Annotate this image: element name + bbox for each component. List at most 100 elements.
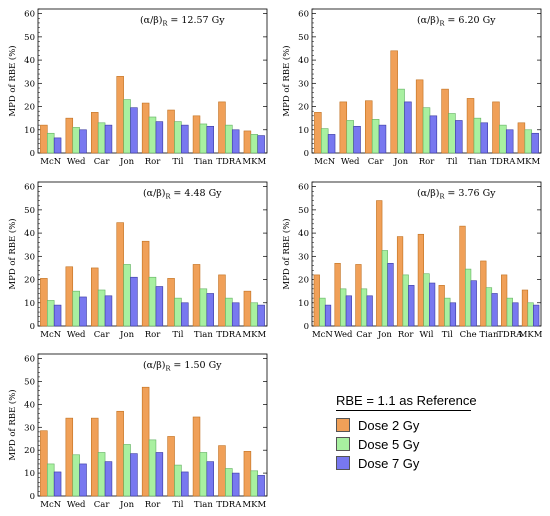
y-tick-label: 30 [298, 252, 309, 262]
x-tick-label: Ror [398, 330, 415, 340]
bar-wed-dose-5-gy [340, 288, 347, 327]
bar-tian-dose-2-gy [192, 416, 201, 497]
bar-tdra-dose-7-gy [231, 129, 240, 154]
bar-tian-dose-5-gy [473, 117, 482, 154]
bar-mcn-dose-5-gy [319, 297, 326, 327]
bar-ror-dose-5-gy [148, 276, 157, 327]
legend-item-dose-2: Dose 2 Gy [336, 417, 419, 433]
bar-til-dose-2-gy [167, 109, 175, 154]
chart-panel-3: 0 10 20 30 40 50 60 MPD of RBE (%) (α/β)R = 4.48… [7, 181, 268, 340]
bar-tdra-dose-2-gy [501, 274, 508, 327]
x-tick-label: Wed [67, 330, 86, 340]
bar-mkm-dose-5-gy [250, 302, 259, 327]
bar-car-dose-7-gy [104, 295, 113, 327]
y-tick-label: 20 [24, 446, 35, 456]
y-tick-label: 40 [298, 56, 309, 66]
bar-mkm-dose-5-gy [250, 470, 259, 497]
x-tick-label: TDRA [216, 500, 242, 510]
bar-tdra-dose-2-gy [492, 101, 500, 154]
bar-jon-dose-2-gy [116, 410, 124, 497]
bar-til-dose-5-gy [174, 121, 182, 154]
y-tick-label: 60 [24, 10, 35, 20]
bar-tian-dose-5-gy [485, 287, 493, 327]
bar-tian-dose-7-gy [206, 461, 214, 497]
bar-car-dose-7-gy [104, 124, 113, 154]
bar-jon-dose-5-gy [381, 250, 388, 327]
y-tick-label: 0 [30, 149, 35, 159]
y-tick-label: 10 [298, 126, 309, 136]
x-tick-label: TDRA [490, 157, 516, 167]
bar-wed-dose-7-gy [79, 463, 87, 497]
bar-jon-dose-2-gy [390, 50, 398, 154]
y-tick-label: 50 [24, 377, 35, 387]
bar-jon-dose-2-gy [116, 222, 124, 327]
y-axis-label: MPD of RBE (%) [281, 218, 292, 289]
bar-wed-dose-5-gy [72, 127, 80, 154]
chart-panel-2: 0 10 20 30 40 50 60 MPD of RBE (%) (α/β)R = 6.20… [281, 8, 542, 167]
bar-wed-dose-7-gy [345, 295, 352, 327]
bar-wed-dose-2-gy [339, 101, 348, 154]
bar-tdra-dose-7-gy [231, 302, 240, 327]
bar-tdra-dose-5-gy [225, 468, 233, 497]
bar-mkm-dose-5-gy [527, 302, 534, 327]
bar-jon-dose-5-gy [123, 99, 131, 154]
y-tick-label: 60 [298, 183, 309, 193]
x-tick-label: Car [368, 157, 385, 167]
bar-che-dose-7-gy [470, 280, 477, 327]
legend-title: RBE = 1.1 as Reference [336, 393, 477, 408]
bar-mkm-dose-5-gy [524, 129, 533, 154]
y-tick-label: 60 [24, 183, 35, 193]
bar-car-dose-7-gy [366, 295, 373, 327]
x-tick-label: Wed [334, 330, 353, 340]
bar-ror-dose-2-gy [415, 79, 424, 154]
x-tick-label: Wed [341, 157, 360, 167]
bar-mcn-dose-2-gy [40, 430, 48, 497]
bar-wed-dose-2-gy [65, 266, 74, 327]
x-tick-label: Car [356, 330, 373, 340]
x-tick-label: Jon [377, 330, 393, 340]
bar-jon-dose-7-gy [130, 453, 138, 497]
bar-mcn-dose-7-gy [324, 304, 332, 327]
bar-ror-dose-7-gy [155, 121, 164, 154]
legend-swatch-dose-7 [336, 456, 350, 470]
x-tick-label: Jon [119, 330, 135, 340]
chart-panel-5: 0 10 20 30 40 50 60 MPD of RBE (%) (α/β)R = 1.50… [7, 353, 268, 510]
legend-item-dose-5: Dose 5 Gy [336, 436, 419, 452]
bar-jon-dose-7-gy [404, 101, 412, 154]
bar-wil-dose-5-gy [423, 273, 430, 327]
bar-wil-dose-7-gy [429, 282, 436, 327]
bar-til-dose-5-gy [174, 464, 182, 497]
bar-tdra-dose-2-gy [218, 445, 226, 497]
bar-mcn-dose-2-gy [40, 278, 48, 327]
bar-ror-dose-5-gy [422, 107, 431, 154]
x-tick-label: McN [314, 157, 335, 167]
x-tick-label: Wed [67, 500, 86, 510]
bar-wed-dose-5-gy [72, 290, 80, 327]
bar-mcn-dose-5-gy [46, 132, 55, 154]
x-tick-label: Jon [119, 500, 135, 510]
bar-jon-dose-2-gy [376, 200, 383, 327]
y-tick-label: 0 [30, 322, 35, 332]
y-tick-label: 30 [298, 79, 309, 89]
x-tick-label: Ror [145, 330, 162, 340]
bar-mkm-dose-2-gy [243, 451, 252, 497]
bar-mkm-dose-2-gy [521, 289, 529, 327]
bar-ror-dose-5-gy [148, 116, 157, 154]
x-tick-label: Ror [419, 157, 436, 167]
y-axis-label: MPD of RBE (%) [7, 45, 18, 116]
x-tick-label: McN [40, 157, 61, 167]
chart-title-5: (α/β)R = 1.50 Gy [143, 360, 222, 373]
bar-mkm-dose-5-gy [250, 134, 259, 154]
bar-car-dose-2-gy [91, 417, 99, 497]
bar-mcn-dose-2-gy [314, 112, 322, 154]
chart-title-4: (α/β)R = 3.76 Gy [417, 188, 496, 201]
y-tick-label: 10 [298, 299, 309, 309]
y-tick-label: 50 [24, 206, 35, 216]
bar-tdra-dose-5-gy [506, 297, 513, 327]
x-tick-label: Til [172, 330, 183, 340]
chart-title-3: (α/β)R = 4.48 Gy [143, 188, 222, 201]
bar-tdra-dose-2-gy [218, 101, 226, 154]
y-tick-label: 40 [24, 400, 35, 410]
y-tick-label: 30 [24, 252, 35, 262]
bar-che-dose-2-gy [459, 225, 466, 327]
